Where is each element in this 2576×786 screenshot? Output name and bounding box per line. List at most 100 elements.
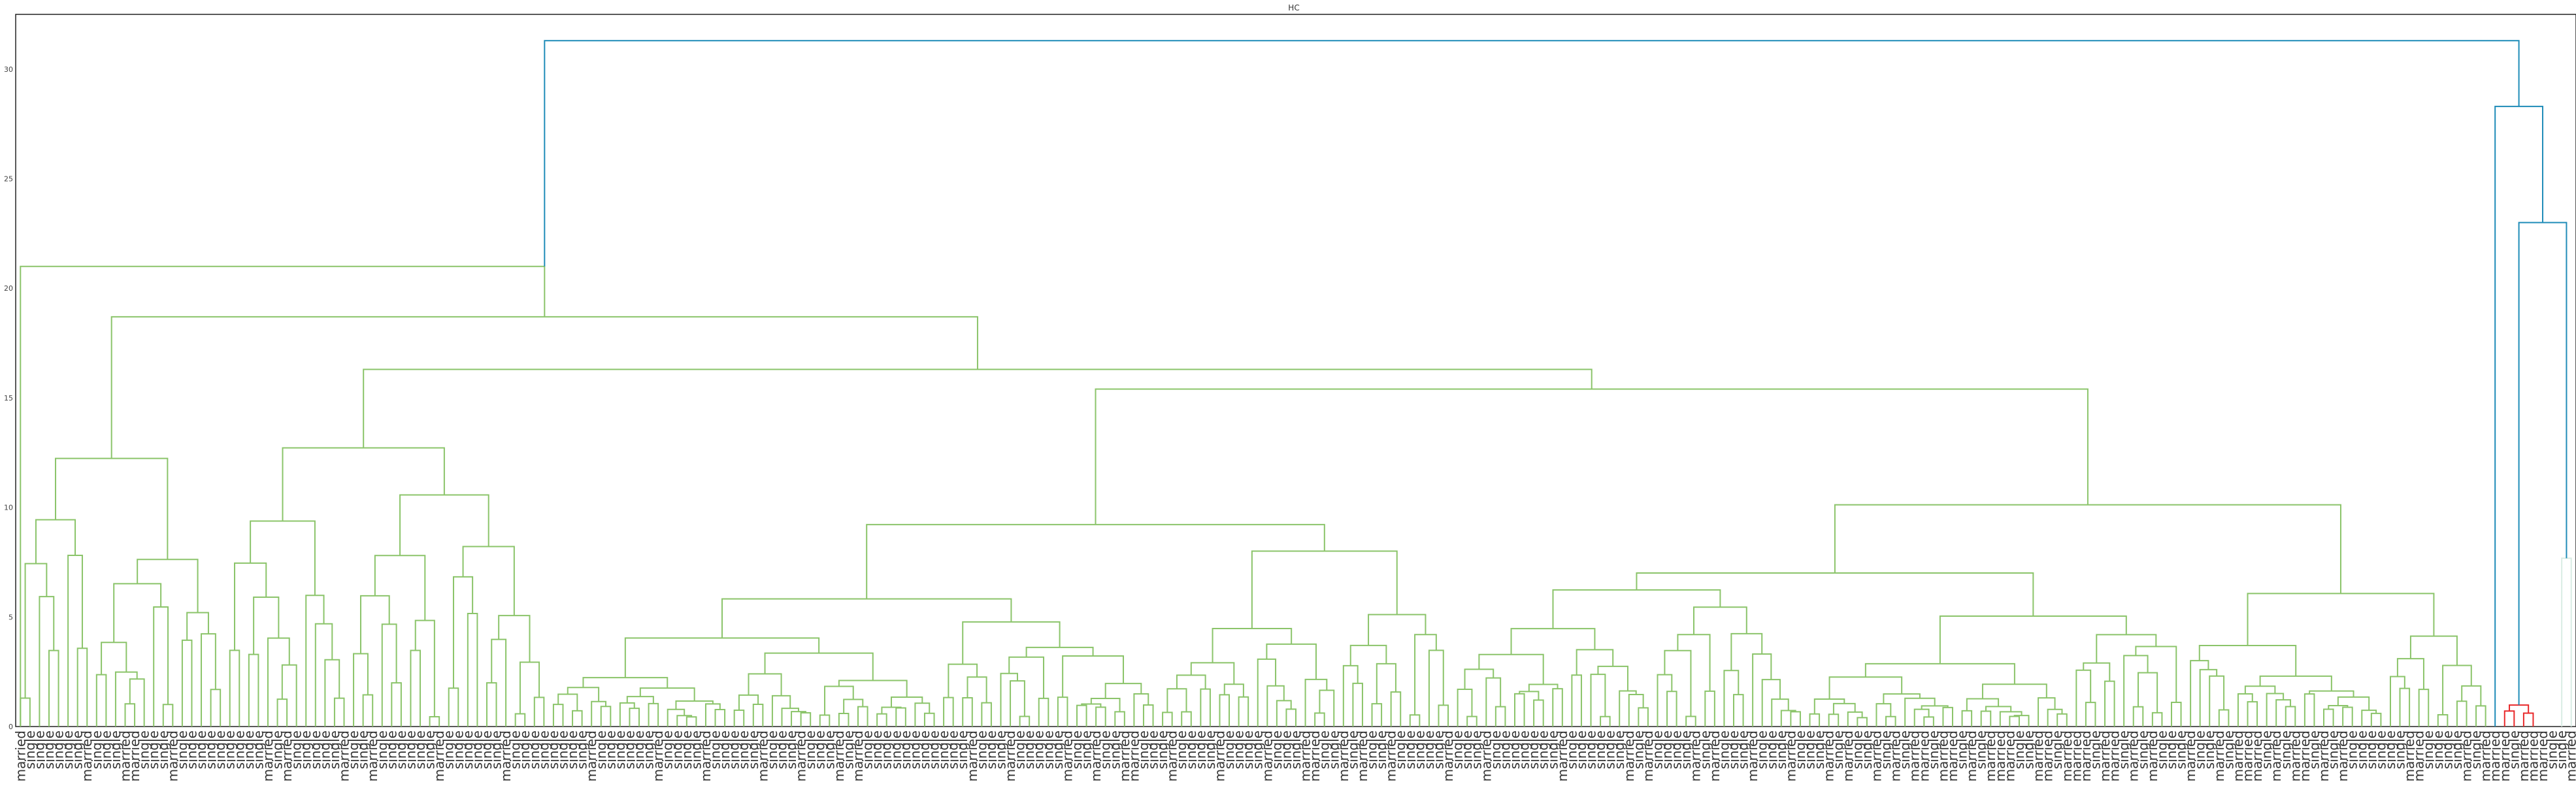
- dendrogram-link: [2259, 675, 2332, 691]
- leaf-label: single: [746, 730, 761, 769]
- dendrogram-link: [2132, 706, 2144, 727]
- leaf-label: single: [1278, 730, 1294, 769]
- dendrogram-link: [324, 659, 340, 727]
- dendrogram-link: [1304, 678, 1328, 727]
- dendrogram-link: [1857, 717, 1868, 727]
- leaf-label: single: [536, 730, 552, 769]
- dendrogram-link: [2518, 221, 2568, 706]
- leaf-label: single: [1250, 730, 1266, 769]
- dendrogram-link: [582, 677, 669, 689]
- leaf-label: single: [250, 730, 266, 769]
- leaf-label: single: [708, 730, 723, 769]
- leaf-label: married: [2497, 730, 2513, 781]
- leaf-label: single: [1374, 730, 1389, 769]
- dendrogram-link: [2047, 708, 2063, 727]
- dendrogram-link: [1238, 696, 1249, 727]
- leaf-label: married: [2002, 730, 2017, 781]
- leaf-label: single: [317, 730, 333, 769]
- leaf-label: single: [2087, 730, 2103, 769]
- leaf-label: single: [1021, 730, 1037, 769]
- dendrogram-link: [374, 555, 426, 621]
- leaf-label: married: [1212, 730, 1227, 781]
- dendrogram-link: [1062, 655, 1125, 698]
- leaf-label: single: [108, 730, 124, 769]
- leaf-label: married: [1059, 730, 1075, 781]
- dendrogram-links: [20, 40, 2572, 727]
- dendrogram-link: [738, 694, 759, 710]
- leaf-label: single: [527, 730, 542, 769]
- leaf-label: single: [1611, 730, 1627, 769]
- leaf-label: married: [793, 730, 809, 781]
- leaf-label: single: [2354, 730, 2370, 769]
- leaf-label: single: [2383, 730, 2398, 769]
- dendrogram-link: [890, 696, 923, 708]
- leaf-label: single: [565, 730, 580, 769]
- leaf-label: married: [2040, 730, 2056, 781]
- dendrogram-link: [1352, 682, 1363, 727]
- leaf-label: single: [1050, 730, 1066, 769]
- leaf-label: married: [2107, 730, 2122, 781]
- leaf-label: married: [2240, 730, 2256, 781]
- leaf-label: single: [212, 730, 228, 769]
- dendrogram-link: [414, 619, 435, 717]
- dendrogram-link: [1223, 683, 1244, 697]
- dendrogram-link: [1571, 674, 1582, 727]
- dendrogram-link: [2075, 669, 2092, 727]
- dendrogram-link: [162, 704, 174, 727]
- leaf-label: single: [231, 730, 247, 769]
- dendrogram-link: [1730, 632, 1763, 671]
- leaf-label: single: [1202, 730, 1218, 769]
- leaf-label: single: [1545, 730, 1560, 769]
- leaf-label: single: [879, 730, 895, 769]
- leaf-label: single: [555, 730, 570, 769]
- leaf-label: single: [1602, 730, 1618, 769]
- leaf-label: married: [1440, 730, 1456, 781]
- leaf-label: married: [2097, 730, 2113, 781]
- dendrogram-link: [253, 596, 280, 655]
- dendrogram-link: [923, 712, 935, 727]
- leaf-label: married: [1478, 730, 1494, 781]
- dendrogram-link: [1010, 680, 1025, 727]
- dendrogram-link: [1095, 388, 2089, 525]
- dendrogram-link: [1600, 715, 1611, 727]
- leaf-label: single: [802, 730, 818, 769]
- leaf-label: single: [621, 730, 637, 769]
- dendrogram-link: [675, 700, 714, 710]
- dendrogram-link: [1921, 705, 1949, 710]
- leaf-label: single: [422, 730, 438, 769]
- leaf-label: married: [1945, 730, 1960, 781]
- leaf-label: single: [936, 730, 951, 769]
- leaf-label: single: [1421, 730, 1437, 769]
- leaf-label: single: [1574, 730, 1589, 769]
- dendrogram-link: [1371, 703, 1383, 727]
- leaf-label: single: [1069, 730, 1085, 769]
- leaf-label: married: [1383, 730, 1399, 781]
- dendrogram-link: [2170, 702, 2182, 727]
- dendrogram-link: [1677, 634, 1711, 691]
- dendrogram-link: [1190, 662, 1235, 685]
- dendrogram-link: [1847, 711, 1863, 727]
- leaf-label: single: [1859, 730, 1875, 769]
- dendrogram-link: [626, 696, 654, 704]
- dendrogram-link: [1752, 653, 1772, 727]
- dendrogram-link: [1212, 627, 1293, 663]
- dendrogram-link: [101, 642, 127, 675]
- leaf-label: single: [2373, 730, 2388, 769]
- leaf-label: single: [2116, 730, 2132, 769]
- dendrogram-link: [948, 663, 978, 698]
- dendrogram-link: [1181, 711, 1192, 727]
- dendrogram-link: [1885, 715, 1896, 727]
- leaf-label: single: [2221, 730, 2236, 769]
- leaf-label: single: [298, 730, 314, 769]
- dendrogram-link: [54, 457, 169, 560]
- leaf-label: married: [1621, 730, 1637, 781]
- dendrogram-link: [629, 708, 640, 727]
- leaf-label: single: [1726, 730, 1742, 769]
- leaf-label: single: [1193, 730, 1208, 769]
- dendrogram-link: [1266, 643, 1317, 680]
- dendrogram-link: [452, 576, 474, 689]
- leaf-label: single: [1517, 730, 1532, 769]
- leaf-label: single: [1098, 730, 1114, 769]
- leaf-label: single: [1345, 730, 1361, 769]
